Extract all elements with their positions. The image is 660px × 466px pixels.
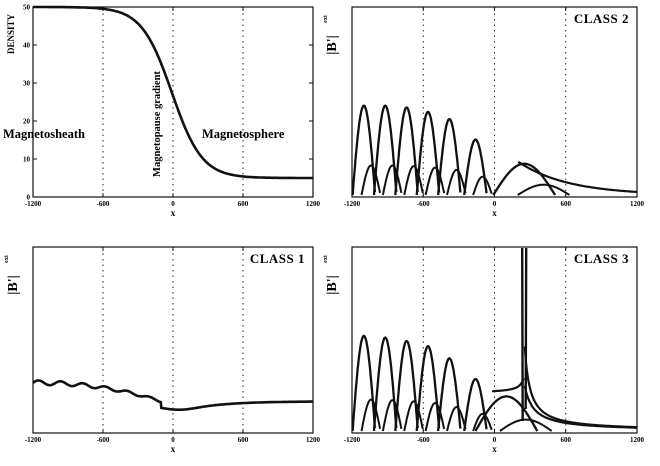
x-tick-label: 0 <box>493 200 497 208</box>
x-tick-label: -1200 <box>25 436 42 444</box>
x-axis-label: x <box>171 444 176 454</box>
x-tick-label: 1200 <box>306 436 321 444</box>
mode-peak <box>394 339 419 432</box>
chart-panel-2: -1200 -600 0 600 1200 x |B'| ext CLASS 2 <box>323 6 645 218</box>
mode-peak <box>463 377 488 432</box>
chart-panel-4: -1200 -600 0 600 1200 x |B'| ext CLASS 3 <box>323 246 645 454</box>
x-axis-label: x <box>492 444 497 454</box>
amplitude-curve <box>32 379 313 412</box>
annotation-magnetosphere: Magnetosphere <box>202 127 285 141</box>
annotation-magnetosheath: Magnetosheath <box>3 127 85 141</box>
x-tick-label: -1200 <box>344 436 361 444</box>
mode-crossing-lobe <box>424 166 446 196</box>
x-axis-label: x <box>492 208 497 218</box>
mode-crossing-lobe <box>360 164 381 196</box>
x-tick-label: 1200 <box>306 200 321 208</box>
y-axis-label: |B'| <box>325 275 340 294</box>
decay-tail <box>517 160 637 193</box>
mode-peak <box>474 395 539 432</box>
mode-peak <box>372 104 398 196</box>
x-tick-label: 600 <box>238 200 249 208</box>
resonance-approach <box>492 377 525 393</box>
y-axis-label: |B'| <box>6 275 21 294</box>
mode-peak <box>436 117 462 196</box>
chart-panel-3: -1200 -600 0 600 1200 x |B'| ext CLASS 1 <box>4 246 321 454</box>
density-curve <box>33 5 313 180</box>
mode-crossing-lobe <box>403 400 424 432</box>
mode-crossing-lobe <box>517 183 571 196</box>
mode-peak <box>372 336 398 432</box>
y-axis-label: DENSITY <box>6 13 16 54</box>
annotation-magnetopause-gradient: Magnetopause gradient <box>152 71 163 177</box>
panel-title: CLASS 2 <box>574 11 629 26</box>
x-tick-label: 0 <box>171 200 175 208</box>
mode-peak <box>394 106 419 196</box>
plot-frame <box>32 246 314 434</box>
mode-peak <box>415 345 441 432</box>
mode-crossing-lobe <box>403 165 424 196</box>
x-tick-label: -1200 <box>344 200 361 208</box>
mode-peak <box>436 357 462 432</box>
mode-crossing-lobe <box>424 401 446 432</box>
mode-crossing-lobe <box>472 412 493 432</box>
mode-crossing-lobe <box>472 175 493 196</box>
resonance-spike <box>524 247 528 410</box>
y-tick-label: 40 <box>23 42 31 50</box>
mode-crossing-lobe <box>381 399 403 432</box>
y-tick-label: 10 <box>23 156 31 164</box>
x-tick-label: -600 <box>97 436 110 444</box>
mode-crossing-lobe <box>499 418 553 432</box>
mode-crossing-lobe <box>381 164 403 196</box>
y-axis-label: |B'| <box>325 35 340 54</box>
y-axis-label-subscript: ext <box>323 255 329 263</box>
chart-panel-1: -1200 -600 0 600 1200x01020304050DENSITYMagn… <box>3 4 321 219</box>
x-tick-label: 0 <box>493 436 497 444</box>
x-tick-label: 1200 <box>630 436 645 444</box>
x-tick-label: -600 <box>417 436 430 444</box>
y-tick-label: 50 <box>23 4 31 12</box>
mode-crossing-lobe <box>360 398 381 432</box>
x-tick-label: 600 <box>561 436 572 444</box>
x-tick-label: -600 <box>417 200 430 208</box>
x-tick-label: 1200 <box>630 200 645 208</box>
resonance-decay <box>523 385 637 429</box>
mode-peak <box>351 334 377 432</box>
mode-peak <box>351 104 377 196</box>
y-axis-label-subscript: ext <box>323 15 329 23</box>
y-tick-label: 0 <box>27 194 31 202</box>
x-tick-label: 600 <box>238 436 249 444</box>
mode-peak <box>463 138 488 196</box>
x-tick-label: -600 <box>97 200 110 208</box>
panel-title: CLASS 1 <box>250 251 305 266</box>
y-axis-label-subscript: ext <box>4 255 10 263</box>
x-tick-label: 600 <box>561 200 572 208</box>
x-tick-label: -1200 <box>25 200 42 208</box>
mode-peak <box>415 110 441 196</box>
y-tick-label: 20 <box>23 118 31 126</box>
mode-crossing-lobe <box>446 169 467 196</box>
x-tick-label: 0 <box>171 436 175 444</box>
resonance-spike <box>520 247 524 422</box>
x-axis-label: x <box>171 208 176 218</box>
y-tick-label: 30 <box>23 80 31 88</box>
mode-peak <box>492 162 557 196</box>
panel-title: CLASS 3 <box>574 251 629 266</box>
mode-crossing-lobe <box>446 405 467 432</box>
